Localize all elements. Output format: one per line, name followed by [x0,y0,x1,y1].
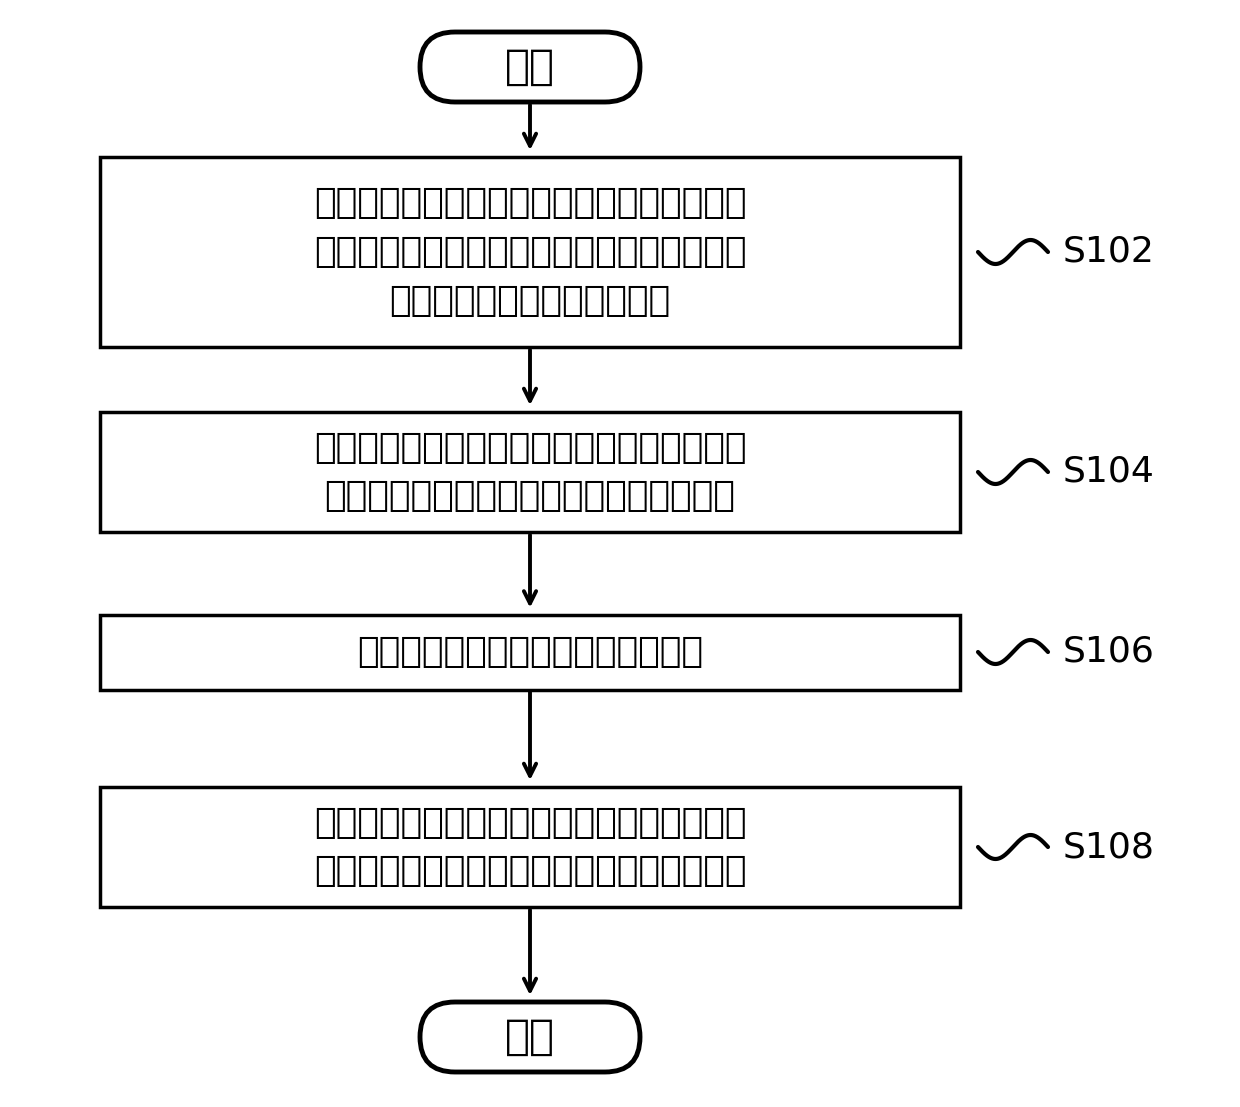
Text: S108: S108 [1063,830,1154,863]
Text: 开始: 开始 [505,46,556,87]
FancyBboxPatch shape [420,1002,640,1072]
Text: 根据电压温度曲线和理论电压温度曲线生成温
度补偿模型，温度补偿模型用于补偿测量温度: 根据电压温度曲线和理论电压温度曲线生成温 度补偿模型，温度补偿模型用于补偿测量温… [314,806,746,889]
Bar [100,412,960,532]
Text: S104: S104 [1063,455,1154,489]
Text: 对数据包进行聚类计算，以得到多个中心数据
对，多个中心数据对构成一个中心数据对组: 对数据包进行聚类计算，以得到多个中心数据 对，多个中心数据对构成一个中心数据对组 [314,431,746,514]
Text: S102: S102 [1063,235,1154,269]
Bar [100,157,960,346]
Text: 由中心数据对组拟合出电压温度曲线: 由中心数据对组拟合出电压温度曲线 [357,635,703,669]
Text: 获取数据包，数据包包括多个数据对，每个数
据对包括相关联的电压和测量温度，测量温度
由电压和电压温度关系式算得: 获取数据包，数据包包括多个数据对，每个数 据对包括相关联的电压和测量温度，测量温… [314,186,746,318]
FancyBboxPatch shape [420,32,640,102]
Bar [100,614,960,690]
Bar [100,787,960,907]
Text: 结束: 结束 [505,1016,556,1058]
Text: S106: S106 [1063,635,1154,669]
